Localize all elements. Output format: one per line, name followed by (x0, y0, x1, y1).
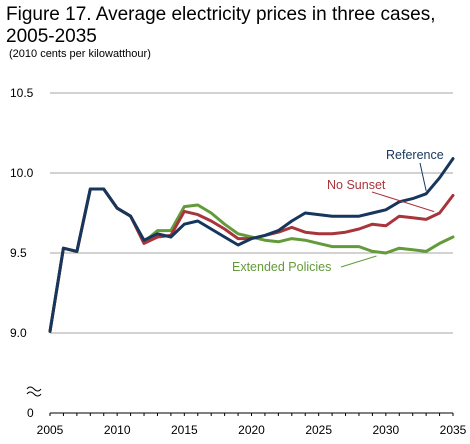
grid-lines (50, 92, 453, 334)
x-tick-label: 2015 (171, 423, 198, 437)
y-tick-label-zero: 0 (27, 406, 34, 420)
axis-break-mark (26, 391, 42, 397)
series-labels: Reference No Sunset Extended Policies (232, 148, 444, 274)
x-tick-label: 2010 (104, 423, 131, 437)
x-tick-labels: 2005 2010 2015 2020 2025 2030 2035 (37, 423, 467, 437)
leader-line (371, 191, 435, 213)
x-tick-label: 2005 (37, 423, 64, 437)
series-label: No Sunset (327, 178, 386, 192)
x-tick-label: 2025 (305, 423, 332, 437)
chart-title: Figure 17. Average electricity prices in… (6, 4, 436, 47)
y-tick-label: 10.5 (10, 86, 34, 100)
y-tick-label: 9.0 (10, 326, 27, 340)
series-lines (48, 157, 455, 333)
series-label: Reference (386, 148, 444, 162)
x-tick-label: 2035 (440, 423, 467, 437)
y-tick-label: 10.0 (10, 166, 34, 180)
series-label: Extended Policies (232, 260, 331, 274)
leader-line (340, 255, 377, 268)
axis-break-mark (26, 386, 42, 392)
y-tick-label: 9.5 (10, 246, 27, 260)
series-line (48, 157, 455, 333)
x-tick-label: 2020 (238, 423, 265, 437)
chart-subtitle: (2010 cents per kilowatthour) (9, 48, 151, 60)
axes (26, 386, 454, 416)
x-tick-label: 2030 (372, 423, 399, 437)
y-tick-labels: 9.0 9.5 10.0 10.5 0 (10, 86, 34, 420)
leader-line (419, 162, 427, 191)
